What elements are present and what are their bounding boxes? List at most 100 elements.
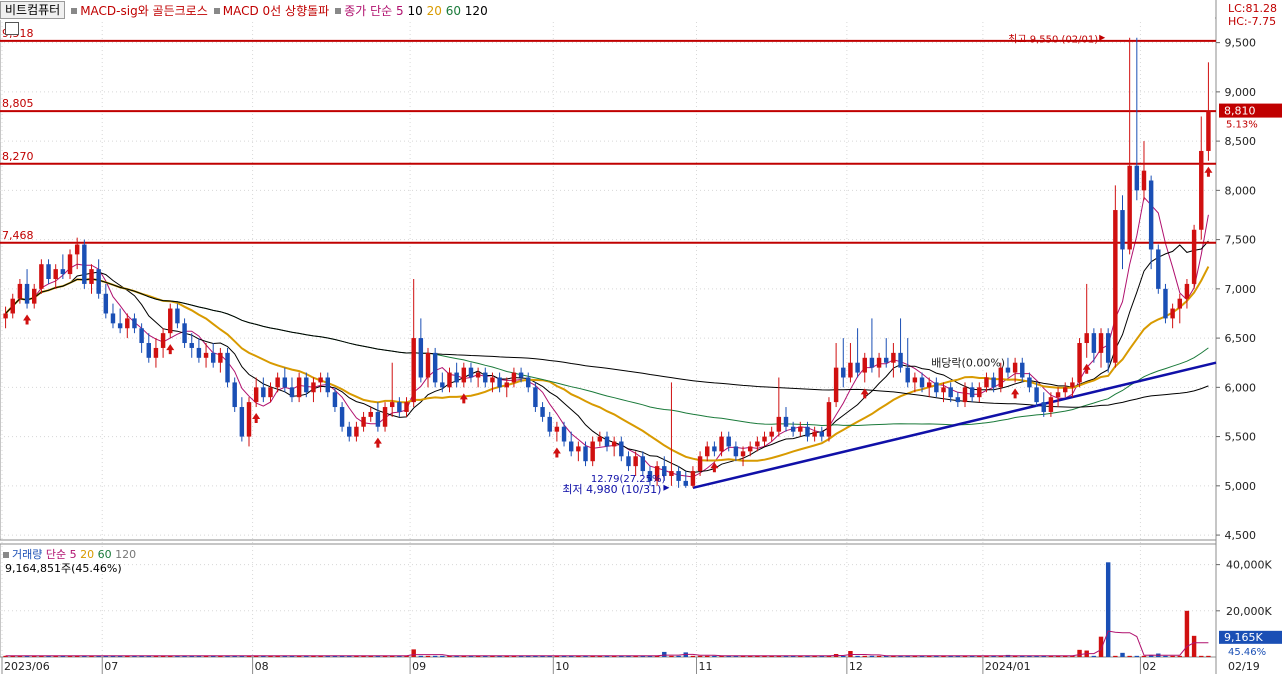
candle-body — [1048, 397, 1054, 412]
square-icon — [3, 552, 9, 558]
volume-bar — [74, 655, 80, 657]
candle-body — [311, 382, 316, 393]
candle-body — [1070, 382, 1075, 388]
volume-bar — [654, 655, 660, 657]
volume-bar — [583, 655, 588, 657]
volume-bar — [289, 655, 295, 657]
ma120-label: 120 — [464, 3, 488, 18]
x-tick-label: 02/19 — [1228, 660, 1260, 673]
candle-body — [1127, 165, 1132, 250]
volume-bar — [404, 655, 409, 657]
volume-bar — [1134, 655, 1140, 657]
y-tick-label: 4,500 — [1225, 529, 1257, 542]
candle-body — [984, 377, 989, 388]
candle-body — [969, 387, 975, 398]
indicator-macd-zero-label: MACD 0선 상향돌파 — [222, 3, 330, 18]
volume-bar — [1191, 635, 1197, 657]
candle-body — [776, 416, 782, 432]
candle-body — [941, 387, 946, 393]
signal-up-arrow — [166, 344, 175, 355]
candle-body — [740, 451, 746, 457]
volume-bar — [368, 655, 373, 657]
volume-bar — [919, 655, 925, 657]
volume-bar — [125, 655, 130, 657]
trend-line — [692, 361, 1217, 490]
volume-bar — [82, 655, 87, 657]
stock-title[interactable]: 비트컴퓨터 — [0, 1, 66, 19]
candle-body — [1148, 180, 1154, 250]
candle-body — [1055, 392, 1061, 398]
volume-bar — [547, 655, 552, 657]
candle-body — [798, 426, 803, 432]
volume-bar — [225, 655, 230, 657]
volume-bar — [246, 655, 252, 657]
candle-body — [1084, 333, 1089, 344]
x-tick-label: 12 — [849, 660, 863, 673]
candle-body — [805, 426, 810, 437]
ma-legend[interactable]: 종가 단순 5 10 20 60 120 — [335, 2, 488, 19]
volume-bar — [389, 655, 395, 657]
candle-body — [139, 328, 144, 344]
candle-body — [619, 441, 624, 457]
volume-bar — [218, 655, 223, 657]
candle-body — [39, 264, 44, 289]
volume-bar — [67, 655, 73, 657]
volume-bar — [46, 655, 51, 657]
low-pct-annotation: 12.79(27.25%) — [591, 474, 666, 485]
volume-bar — [361, 655, 366, 657]
indicator-macd-cross[interactable]: MACD-sig와 골든크로스 — [71, 2, 208, 19]
volume-bar — [733, 655, 739, 657]
volume-bar — [447, 655, 452, 657]
volume-label[interactable]: 거래량 — [12, 548, 43, 561]
candle-body — [891, 352, 896, 363]
volume-bar — [468, 655, 474, 657]
volume-bar — [1148, 655, 1154, 657]
volume-bar — [740, 655, 746, 657]
volume-bar — [1199, 655, 1204, 657]
ma120-line — [5, 278, 1209, 408]
indicator-macd-zero[interactable]: MACD 0선 상향돌파 — [213, 2, 330, 19]
low-arrow-icon — [663, 484, 670, 491]
candle-body — [146, 343, 151, 358]
volume-bar — [590, 655, 595, 657]
candle-body — [325, 377, 330, 393]
candle-body — [633, 456, 638, 467]
candle-body — [604, 436, 610, 447]
candle-body — [998, 367, 1004, 388]
candle-body — [1034, 387, 1039, 403]
volume-bar — [912, 655, 918, 657]
volume-bar — [862, 655, 867, 657]
volume-bar — [812, 655, 817, 657]
volume-value: 9,164,851주(45.46%) — [5, 562, 122, 575]
volume-bar — [375, 655, 381, 657]
volume-bar — [268, 655, 273, 657]
volume-bar — [540, 655, 545, 657]
candle-body — [898, 352, 903, 368]
x-tick-label: 07 — [104, 660, 118, 673]
candle-body — [31, 288, 37, 304]
volume-bar — [168, 655, 173, 657]
volume-bar — [3, 655, 8, 657]
volume-bar — [139, 655, 144, 657]
candle-body — [1063, 387, 1068, 393]
candle-body — [905, 367, 910, 383]
y-tick-label: 5,500 — [1225, 431, 1257, 444]
signal-up-arrow — [373, 437, 382, 448]
candle-body — [218, 352, 223, 363]
candle-body — [662, 466, 667, 476]
candle-body — [1098, 333, 1104, 353]
volume-bar — [819, 655, 825, 657]
candle-body — [726, 436, 731, 447]
candle-body — [826, 402, 832, 437]
volume-ma20-label: 20 — [80, 548, 95, 561]
candle-body — [812, 431, 817, 437]
candle-body — [540, 407, 545, 417]
signal-up-arrow — [860, 388, 869, 399]
volume-bar — [1170, 655, 1175, 657]
volume-panel-frame — [0, 543, 1217, 658]
candle-body — [1184, 283, 1190, 299]
volume-bar — [891, 655, 896, 657]
table-toggle-icon[interactable] — [5, 22, 19, 35]
volume-bar — [296, 655, 302, 657]
y-tick-label: 6,000 — [1225, 381, 1257, 394]
